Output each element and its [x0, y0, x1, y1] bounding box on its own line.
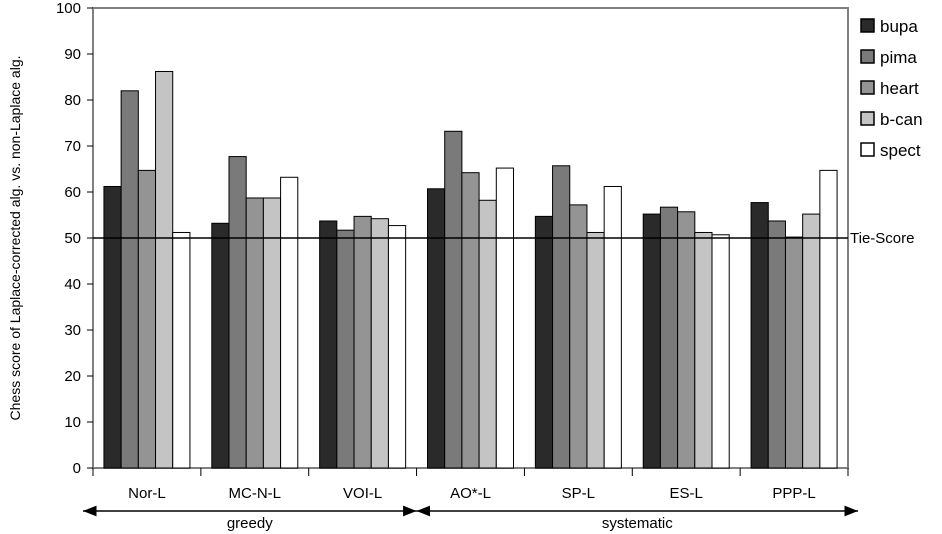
bar-pima-PPP-L — [767, 220, 786, 469]
y-tick-label: 100 — [56, 0, 81, 17]
legend-label-pima: pima — [880, 48, 917, 67]
bar-spect-ES-L — [711, 234, 730, 469]
bar-bupa-SP-L — [534, 215, 554, 469]
bar-heart-VOI-L — [353, 215, 372, 469]
x-tick-label: MC-N-L — [229, 485, 282, 502]
x-tick-label: ES-L — [670, 485, 703, 502]
legend-swatch-b-can — [860, 111, 875, 126]
y-tick-label: 50 — [64, 230, 81, 247]
bar-heart-Nor-L — [137, 169, 157, 469]
bar-bupa-VOI-L — [319, 220, 338, 469]
legend-label-spect: spect — [880, 141, 921, 160]
bar-bupa-MC-N-L — [211, 222, 230, 469]
bar-bupa-ES-L — [642, 213, 661, 469]
bar-spect-PPP-L — [819, 169, 838, 469]
x-tick-label: AO*-L — [450, 485, 491, 502]
x-axis: Nor-L MC-N-L VOI-L AO*-L SP-L ES-L PPP-L — [92, 468, 849, 502]
bar-pima-ES-L — [659, 206, 679, 469]
legend: bupa pima heart b-can spect — [860, 17, 923, 160]
y-tick-label: 70 — [64, 138, 81, 155]
group-brackets: greedy systematic — [83, 505, 858, 532]
bar-spect-Nor-L — [172, 231, 191, 469]
bar-b-can-SP-L — [586, 231, 605, 469]
tie-score-label: Tie-Score — [850, 230, 914, 247]
x-tick-label: SP-L — [562, 485, 595, 502]
legend-swatch-spect — [860, 142, 875, 157]
bar-b-can-ES-L — [694, 231, 713, 469]
bar-spect-AO*-L — [495, 167, 514, 469]
bar-pima-SP-L — [552, 165, 571, 469]
bar-pima-AO*-L — [444, 130, 463, 469]
y-axis: 0 10 20 30 40 50 60 70 80 90 100 — [56, 0, 93, 477]
bar-bupa-PPP-L — [750, 202, 769, 469]
bar-bupa-AO*-L — [427, 188, 446, 469]
y-tick-label: 20 — [64, 368, 81, 385]
y-tick-label: 30 — [64, 322, 81, 339]
y-tick-label: 90 — [64, 46, 81, 63]
bar-heart-AO*-L — [461, 172, 480, 469]
bar-pima-VOI-L — [336, 229, 355, 469]
y-tick-label: 40 — [64, 276, 81, 293]
bar-b-can-Nor-L — [155, 70, 174, 469]
x-tick-label: PPP-L — [772, 485, 815, 502]
bars — [103, 70, 838, 469]
group-label-systematic: systematic — [602, 515, 673, 532]
bar-b-can-AO*-L — [478, 199, 497, 469]
bar-spect-SP-L — [603, 185, 622, 469]
bar-heart-ES-L — [677, 211, 696, 469]
bar-pima-MC-N-L — [228, 156, 247, 469]
bar-spect-MC-N-L — [280, 176, 299, 469]
legend-label-b-can: b-can — [880, 110, 923, 129]
y-axis-label: Chess score of Laplace-corrected alg. vs… — [7, 56, 23, 421]
bar-pima-Nor-L — [120, 90, 139, 469]
y-tick-label: 0 — [73, 460, 81, 477]
y-tick-label: 60 — [64, 184, 81, 201]
bar-heart-SP-L — [569, 204, 588, 469]
legend-label-heart: heart — [880, 79, 919, 98]
bar-bupa-Nor-L — [103, 185, 122, 469]
bar-heart-PPP-L — [784, 236, 804, 469]
group-label-greedy: greedy — [227, 515, 273, 532]
legend-swatch-pima — [860, 49, 875, 64]
legend-swatch-bupa — [860, 18, 875, 33]
legend-label-bupa: bupa — [880, 17, 918, 36]
legend-swatch-heart — [860, 80, 875, 95]
y-tick-label: 10 — [64, 414, 81, 431]
y-tick-label: 80 — [64, 92, 81, 109]
x-tick-label: VOI-L — [343, 485, 382, 502]
bar-spect-VOI-L — [387, 225, 407, 469]
bar-b-can-VOI-L — [370, 218, 389, 469]
x-tick-label: Nor-L — [128, 485, 166, 502]
bar-b-can-PPP-L — [802, 213, 821, 469]
